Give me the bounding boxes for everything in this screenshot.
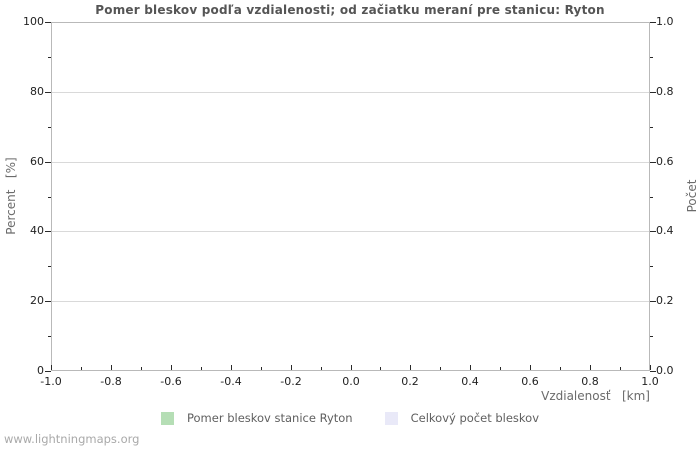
y-axis-right-tick-label: 0.4 (656, 224, 674, 237)
x-axis-tick-label: -1.0 (40, 375, 62, 388)
y-axis-left-major-tick (45, 162, 51, 163)
x-axis-minor-tick (620, 367, 621, 370)
y-axis-left-major-tick (45, 301, 51, 302)
y-axis-right-minor-tick (650, 197, 653, 198)
x-axis-minor-tick (560, 367, 561, 370)
x-axis-title: Vzdialenosť [km] (541, 389, 650, 403)
y-axis-right-major-tick (650, 162, 656, 163)
y-axis-left-major-tick (45, 371, 51, 372)
x-axis-tick-label: 0.6 (521, 375, 539, 388)
x-axis-tick-label: 1.0 (641, 375, 659, 388)
gridline (52, 92, 649, 93)
y-axis-left-major-tick (45, 22, 51, 23)
y-axis-left-minor-tick (48, 197, 51, 198)
x-axis-minor-tick (201, 367, 202, 370)
y-axis-right-tick-label: 0.8 (656, 85, 674, 98)
legend-swatch-station-icon (160, 411, 174, 425)
gridline (52, 162, 649, 163)
y-axis-left-minor-tick (48, 127, 51, 128)
y-axis-right-major-tick (650, 301, 656, 302)
y-axis-right-tick-label: 1.0 (656, 15, 674, 28)
y-axis-right-minor-tick (650, 127, 653, 128)
y-axis-right-minor-tick (650, 57, 653, 58)
x-axis-major-tick (291, 365, 292, 370)
x-axis-tick-label: 0.4 (461, 375, 479, 388)
plot-area (51, 22, 650, 371)
x-axis-major-tick (530, 365, 531, 370)
x-axis-minor-tick (261, 367, 262, 370)
legend-item-station: Pomer bleskov stanice Ryton (160, 411, 353, 425)
y-axis-left-tick-label: 20 (30, 294, 44, 307)
y-axis-left-tick-label: 80 (30, 85, 44, 98)
x-axis-minor-tick (141, 367, 142, 370)
legend-swatch-total-icon (384, 411, 398, 425)
y-axis-right-tick-label: 0.0 (656, 364, 674, 377)
y-axis-right-tick-label: 0.6 (656, 155, 674, 168)
y-axis-right-major-tick (650, 231, 656, 232)
x-axis-minor-tick (321, 367, 322, 370)
x-axis-major-tick (51, 365, 52, 370)
x-axis-minor-tick (81, 367, 82, 370)
y-axis-left-minor-tick (48, 57, 51, 58)
y-axis-right-minor-tick (650, 336, 653, 337)
x-axis-major-tick (351, 365, 352, 370)
x-axis-major-tick (470, 365, 471, 370)
x-axis-tick-label: -0.8 (100, 375, 122, 388)
gridline (52, 301, 649, 302)
y-axis-right-tick-label: 0.2 (656, 294, 674, 307)
x-axis-tick-label: 0.2 (401, 375, 419, 388)
y-axis-left-tick-label: 0 (37, 364, 44, 377)
watermark-link: www.lightningmaps.org (4, 432, 140, 446)
y-axis-right-minor-tick (650, 266, 653, 267)
y-axis-left-major-tick (45, 231, 51, 232)
x-axis-tick-label: 0.8 (581, 375, 599, 388)
x-axis-minor-tick (500, 367, 501, 370)
legend-item-total: Celkový počet bleskov (384, 411, 540, 425)
y-axis-right-major-tick (650, 22, 656, 23)
y-axis-title-right: Počet (685, 179, 699, 213)
x-axis-major-tick (231, 365, 232, 370)
x-axis-major-tick (410, 365, 411, 370)
y-axis-left-tick-label: 60 (30, 155, 44, 168)
y-axis-left-minor-tick (48, 336, 51, 337)
y-axis-left-major-tick (45, 92, 51, 93)
y-axis-title-left: Percent [%] (4, 157, 18, 235)
x-axis-minor-tick (380, 367, 381, 370)
x-axis-major-tick (111, 365, 112, 370)
y-axis-left-tick-label: 100 (23, 15, 44, 28)
x-axis-tick-label: -0.2 (280, 375, 302, 388)
legend-label-station: Pomer bleskov stanice Ryton (186, 411, 353, 425)
legend-label-total: Celkový počet bleskov (410, 411, 540, 425)
x-axis-minor-tick (440, 367, 441, 370)
x-axis-tick-label: 0.0 (342, 375, 360, 388)
x-axis-major-tick (590, 365, 591, 370)
y-axis-left-tick-label: 40 (30, 224, 44, 237)
gridline (52, 231, 649, 232)
x-axis-tick-label: -0.4 (220, 375, 242, 388)
y-axis-left-minor-tick (48, 266, 51, 267)
y-axis-right-major-tick (650, 371, 656, 372)
x-axis-major-tick (171, 365, 172, 370)
x-axis-major-tick (650, 365, 651, 370)
x-axis-tick-label: -0.6 (160, 375, 182, 388)
y-axis-right-major-tick (650, 92, 656, 93)
legend: Pomer bleskov stanice Ryton Celkový poče… (0, 411, 700, 425)
chart-title: Pomer bleskov podľa vzdialenosti; od zač… (95, 3, 605, 17)
